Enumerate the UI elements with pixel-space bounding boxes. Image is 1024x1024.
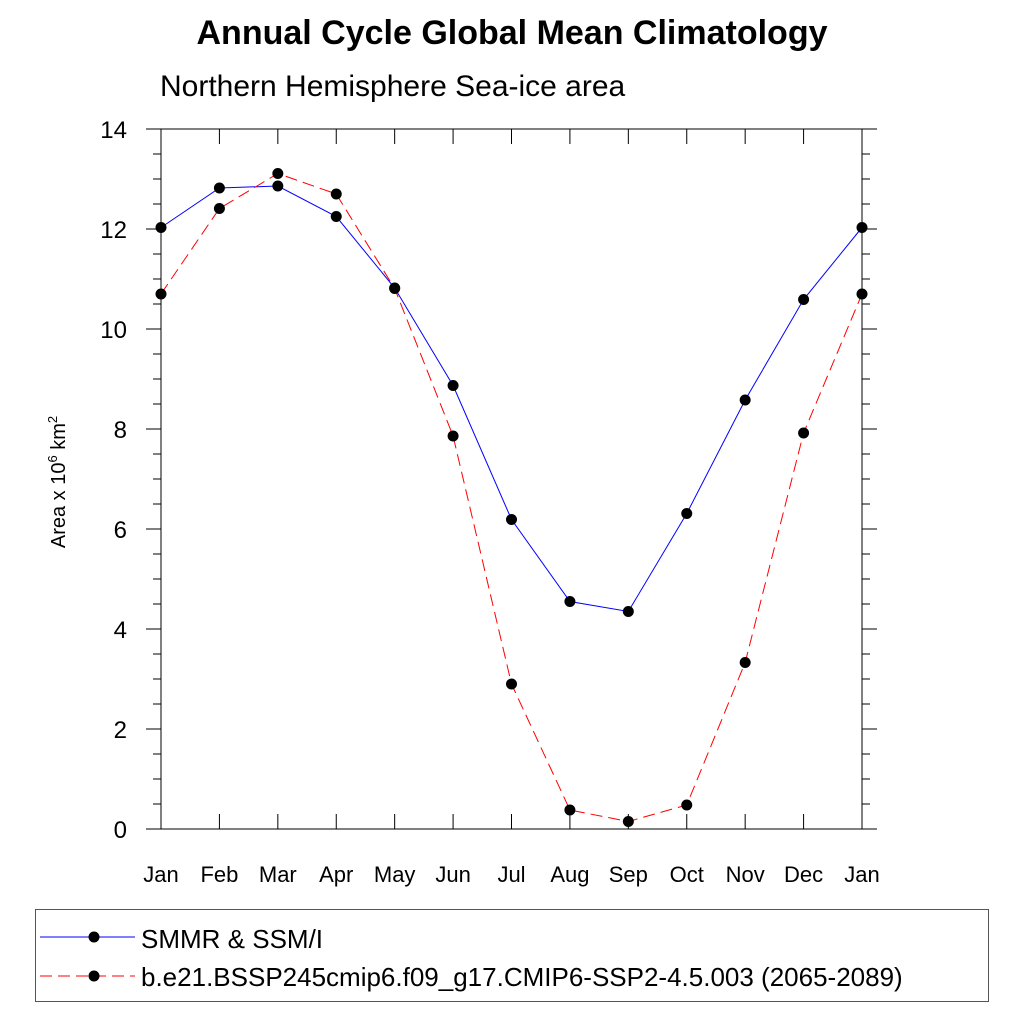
series-2-point (389, 283, 401, 294)
series-2-point (622, 816, 634, 827)
series-2-point (447, 430, 459, 442)
y-tick-label: 14 (100, 117, 127, 144)
series-1-point (447, 380, 459, 391)
series-2-point (506, 678, 517, 690)
legend-swatch-series-2 (40, 970, 135, 982)
series-line-1 (160, 185, 863, 613)
legend-swatch-series-1 (40, 931, 135, 943)
series-1-point (213, 182, 225, 194)
x-tick-label: Feb (200, 862, 238, 887)
y-tick-label: 10 (100, 317, 127, 344)
legend-item-series-1: SMMR & SSM/I (36, 918, 988, 958)
series-1-point (622, 606, 634, 617)
x-tick-label: Aug (550, 862, 589, 887)
x-tick-label: Nov (726, 862, 765, 887)
x-tick-label: May (374, 862, 416, 887)
series-2-point (272, 168, 284, 179)
chart-legend: SMMR & SSM/I b.e21.BSSP245cmip6.f09_g17.… (35, 909, 989, 1002)
chart-subtitle: Northern Hemisphere Sea-ice area (160, 70, 626, 103)
x-tick-label: Dec (784, 862, 823, 887)
series-1-point (798, 294, 810, 305)
series-1-point (856, 222, 868, 233)
series-2-point (155, 288, 167, 300)
x-tick-label: Mar (259, 862, 297, 887)
series-2-point (739, 657, 751, 668)
x-tick-label: Oct (670, 862, 704, 887)
legend-label-series-2: b.e21.BSSP245cmip6.f09_g17.CMIP6-SSP2-4.… (141, 962, 903, 992)
legend-label-series-1: SMMR & SSM/I (141, 924, 324, 954)
series-1-point (506, 514, 517, 525)
series-2-point (330, 188, 342, 200)
x-tick-label: Jan (143, 862, 178, 887)
x-tick-label: Jan (844, 862, 879, 887)
series-2-point (681, 799, 693, 811)
series-1-point (564, 596, 576, 607)
series-1-point (272, 180, 284, 192)
series-2-point (798, 427, 810, 439)
y-tick-label: 0 (114, 817, 127, 844)
series-1-point (681, 508, 693, 519)
y-tick-label: 12 (100, 217, 127, 244)
legend-item-series-2: b.e21.BSSP245cmip6.f09_g17.CMIP6-SSP2-4.… (36, 956, 988, 996)
chart-title: Annual Cycle Global Mean Climatology (196, 14, 828, 52)
series-1-point (155, 222, 167, 233)
x-tick-label: Jun (435, 862, 470, 887)
x-tick-label: Sep (609, 862, 648, 887)
y-tick-label: 8 (114, 417, 127, 444)
x-tick-label: Jul (497, 862, 525, 887)
y-tick-label: 6 (114, 517, 127, 544)
x-tick-label: Apr (319, 862, 353, 887)
y-tick-label: 4 (114, 617, 127, 644)
series-line-2 (160, 172, 863, 823)
plot-frame (160, 128, 863, 830)
chart-plot: 0 2 4 6 8 10 12 14 Jan Feb Mar Apr May Jun Jul Aug Sep Oc… (100, 117, 879, 887)
series-1-point (330, 211, 342, 222)
y-tick-label: 2 (114, 717, 127, 744)
series-2-point (213, 203, 225, 214)
series-1-point (739, 394, 751, 406)
series-2-point (564, 804, 576, 816)
series-2-point (856, 288, 868, 300)
